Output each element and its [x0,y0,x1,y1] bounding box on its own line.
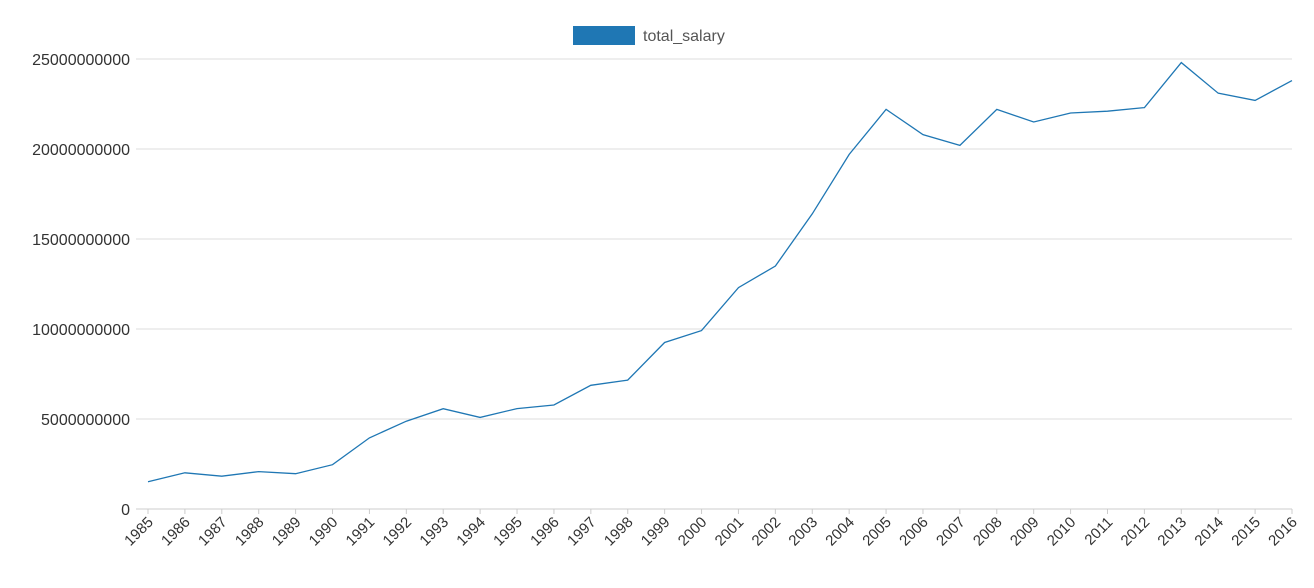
y-tick-label: 10000000000 [32,322,130,339]
x-tick-label: 2001 [712,514,748,550]
data-point[interactable] [1288,77,1296,85]
x-tick-label: 1992 [380,514,416,550]
data-point[interactable] [144,478,152,486]
x-tick-label: 2009 [1007,514,1043,550]
y-tick-label: 0 [121,502,130,519]
data-point[interactable] [956,141,964,149]
data-point[interactable] [476,413,484,421]
data-point[interactable] [661,339,669,347]
data-point[interactable] [1030,118,1038,126]
data-point[interactable] [292,470,300,478]
data-point[interactable] [365,434,373,442]
x-tick-label: 2006 [896,514,932,550]
x-tick-label: 1986 [158,514,194,550]
x-tick-label: 1993 [416,514,452,550]
legend[interactable]: total_salary [573,26,725,45]
x-tick-label: 1989 [269,514,305,550]
data-point[interactable] [993,105,1001,113]
x-tick-label: 1999 [638,514,674,550]
x-tick-label: 2016 [1265,514,1301,550]
x-tick-label: 1997 [564,514,600,550]
data-point[interactable] [882,105,890,113]
data-point[interactable] [550,401,558,409]
x-tick-label: 2002 [749,514,785,550]
legend-swatch-total-salary[interactable] [573,26,635,45]
data-point[interactable] [1251,96,1259,104]
data-point[interactable] [329,461,337,469]
x-tick-label: 2012 [1118,514,1154,550]
y-tick-label: 25000000000 [32,52,130,69]
data-point[interactable] [1067,109,1075,117]
data-point[interactable] [919,131,927,139]
x-axis-ticks: 1985 1986 1987 1988 1989 1990 1991 1992 1993 1994… [121,509,1301,549]
legend-label-total-salary[interactable]: total_salary [643,28,725,45]
data-point[interactable] [402,417,410,425]
series-layer [144,59,1296,486]
data-point[interactable] [808,210,816,218]
data-point[interactable] [1214,89,1222,97]
data-point[interactable] [624,376,632,384]
data-point[interactable] [181,469,189,477]
x-tick-label: 2008 [970,514,1006,550]
x-tick-label: 1995 [490,514,526,550]
x-tick-label: 2000 [675,514,711,550]
data-point[interactable] [845,150,853,158]
data-point[interactable] [1140,104,1148,112]
x-tick-label: 1998 [601,514,637,550]
data-point[interactable] [1177,59,1185,67]
data-point[interactable] [513,405,521,413]
x-tick-label: 2007 [933,514,969,550]
data-point[interactable] [255,468,263,476]
x-tick-label: 1987 [195,514,231,550]
x-tick-label: 2004 [822,514,858,550]
x-tick-label: 1990 [306,514,342,550]
y-axis-ticks: 0 5000000000 10000000000 15000000000 2000000… [32,52,130,519]
x-tick-label: 2005 [859,514,895,550]
x-tick-label: 2013 [1154,514,1190,550]
y-tick-label: 5000000000 [41,412,130,429]
x-tick-label: 1985 [121,514,157,550]
x-tick-label: 2003 [785,514,821,550]
data-point[interactable] [1103,107,1111,115]
x-tick-label: 2010 [1044,514,1080,550]
data-point[interactable] [218,472,226,480]
data-point[interactable] [734,284,742,292]
y-tick-label: 20000000000 [32,142,130,159]
x-tick-label: 1994 [453,514,489,550]
series-line-total-salary[interactable] [147,61,1293,483]
x-tick-label: 2014 [1191,514,1227,550]
x-tick-label: 1991 [343,514,379,550]
x-tick-label: 1996 [527,514,563,550]
data-point[interactable] [698,327,706,335]
data-point[interactable] [587,381,595,389]
data-point[interactable] [439,405,447,413]
x-tick-label: 2011 [1081,514,1116,549]
x-tick-label: 2015 [1228,514,1264,550]
y-tick-label: 15000000000 [32,232,130,249]
gridlines [136,58,1292,510]
data-point[interactable] [771,262,779,270]
x-tick-label: 1988 [232,514,268,550]
